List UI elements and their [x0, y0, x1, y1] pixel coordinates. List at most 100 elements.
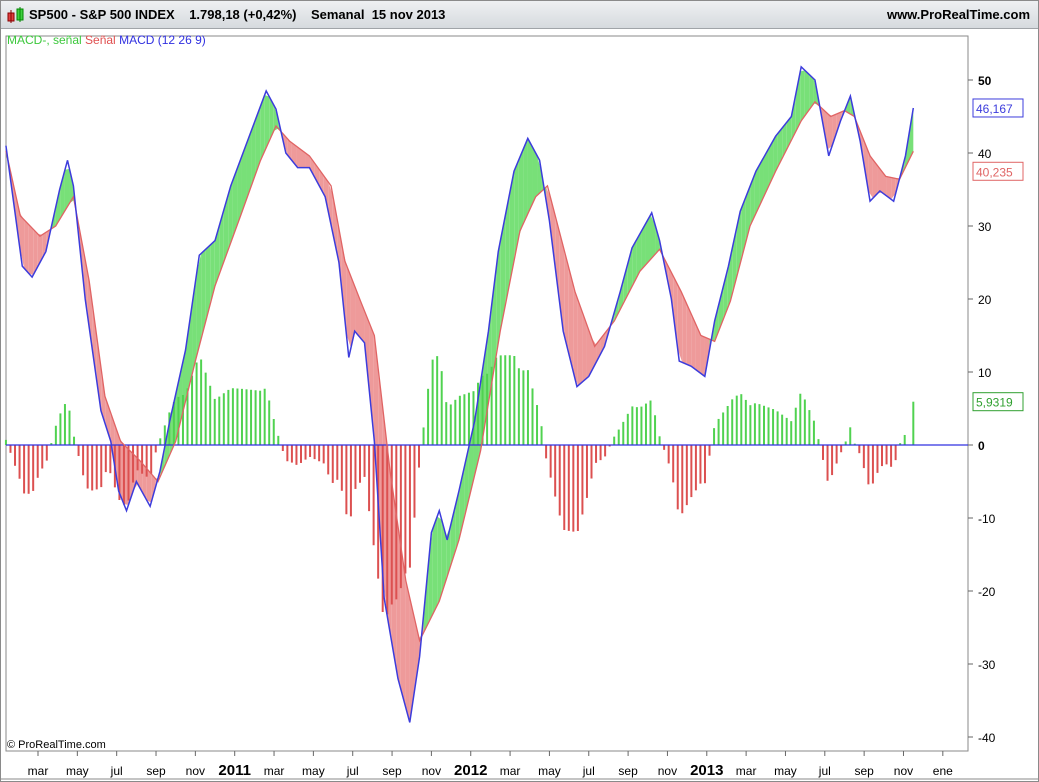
bullish-fill — [246, 131, 252, 200]
bearish-fill — [409, 598, 415, 722]
bearish-fill — [119, 437, 124, 505]
bullish-fill — [196, 253, 202, 357]
x-tick-label: mar — [264, 764, 285, 778]
bullish-fill — [237, 155, 242, 225]
x-tick-label: may — [774, 764, 797, 778]
bearish-fill — [405, 577, 410, 722]
bullish-fill — [632, 239, 637, 286]
bullish-fill — [804, 70, 810, 116]
x-tick-label: sep — [382, 764, 402, 778]
bearish-fill — [123, 444, 129, 505]
bearish-fill — [282, 133, 288, 155]
bearish-fill — [686, 304, 692, 367]
bullish-fill — [532, 147, 538, 204]
bearish-fill — [83, 248, 88, 317]
bearish-fill — [400, 546, 406, 707]
bullish-fill — [655, 224, 660, 255]
bearish-fill — [42, 231, 47, 259]
y-tick-label: -10 — [978, 512, 996, 526]
bearish-fill — [573, 285, 578, 386]
bullish-fill — [723, 269, 728, 320]
bearish-fill — [886, 176, 892, 200]
bullish-fill — [759, 156, 764, 206]
bullish-fill — [527, 138, 533, 214]
bearish-fill — [682, 294, 687, 365]
bullish-fill — [627, 247, 633, 295]
bearish-fill — [101, 369, 106, 426]
bearish-fill — [882, 171, 887, 196]
legend-macd: MACD (12 26 9) — [119, 33, 206, 47]
bearish-fill — [319, 169, 324, 195]
bullish-fill — [473, 399, 479, 481]
bearish-fill — [582, 312, 587, 382]
bearish-fill — [832, 113, 837, 146]
candlestick-icon — [7, 7, 24, 23]
bearish-fill — [33, 229, 38, 276]
y-tick-label: 0 — [978, 439, 985, 453]
signal-line — [5, 100, 914, 643]
bullish-fill — [264, 94, 270, 152]
x-tick-label: ene — [933, 764, 953, 778]
x-tick-label: mar — [500, 764, 521, 778]
bullish-fill — [210, 240, 215, 305]
bullish-fill — [428, 529, 433, 624]
chart-title: SP500 - S&P 500 INDEX 1.798,18 (+0,42%) … — [29, 1, 445, 28]
site-link[interactable]: www.ProRealTime.com — [886, 7, 1030, 22]
bullish-fill — [255, 107, 261, 175]
bullish-fill — [214, 225, 220, 287]
bullish-fill — [496, 239, 501, 356]
y-tick-label: -20 — [978, 585, 996, 599]
x-tick-label: may — [302, 764, 325, 778]
bearish-fill — [863, 140, 869, 192]
bullish-fill — [795, 71, 801, 132]
bearish-fill — [555, 215, 560, 304]
bullish-fill — [228, 180, 233, 250]
bearish-fill — [359, 299, 365, 343]
bearish-fill — [305, 153, 311, 169]
x-tick-label: sep — [854, 764, 874, 778]
x-tick-label: jul — [346, 764, 359, 778]
instrument-name: SP500 - S&P 500 INDEX — [29, 7, 175, 22]
bearish-fill — [868, 151, 873, 199]
y-tick-label: -30 — [978, 658, 996, 672]
last-value-box — [972, 392, 1024, 412]
bearish-fill — [673, 276, 678, 350]
bullish-fill — [641, 223, 646, 270]
bearish-fill — [128, 449, 134, 505]
bullish-fill — [64, 168, 70, 211]
bullish-fill — [251, 119, 256, 187]
last-value-box — [972, 98, 1024, 118]
bearish-fill — [877, 165, 883, 194]
bullish-fill — [205, 245, 211, 322]
bullish-fill — [505, 192, 510, 306]
bullish-fill — [187, 305, 193, 394]
bearish-fill — [296, 146, 301, 168]
bullish-fill — [60, 169, 65, 219]
x-tick-label: nov — [894, 764, 913, 778]
bullish-fill — [537, 155, 542, 196]
bullish-fill — [786, 116, 792, 150]
bearish-fill — [137, 458, 143, 492]
bearish-fill — [677, 284, 683, 363]
legend-hist: MACD-, señal — [7, 33, 82, 47]
bearish-fill — [872, 159, 878, 199]
bullish-fill — [636, 231, 642, 278]
bullish-fill — [55, 186, 61, 226]
bullish-fill — [232, 167, 238, 237]
bullish-fill — [777, 128, 783, 168]
bearish-fill — [382, 407, 388, 617]
bearish-fill — [19, 212, 25, 269]
period: Semanal — [310, 7, 365, 22]
bullish-fill — [809, 74, 814, 110]
bullish-fill — [500, 215, 506, 329]
x-tick-label: nov — [186, 764, 205, 778]
bearish-fill — [827, 113, 833, 150]
bullish-fill — [727, 248, 733, 309]
bearish-fill — [691, 314, 696, 370]
bullish-fill — [514, 159, 519, 260]
bullish-fill — [714, 305, 719, 342]
last-value-box — [972, 161, 1024, 181]
y-tick-label: -40 — [978, 731, 996, 745]
bearish-fill — [110, 411, 115, 468]
